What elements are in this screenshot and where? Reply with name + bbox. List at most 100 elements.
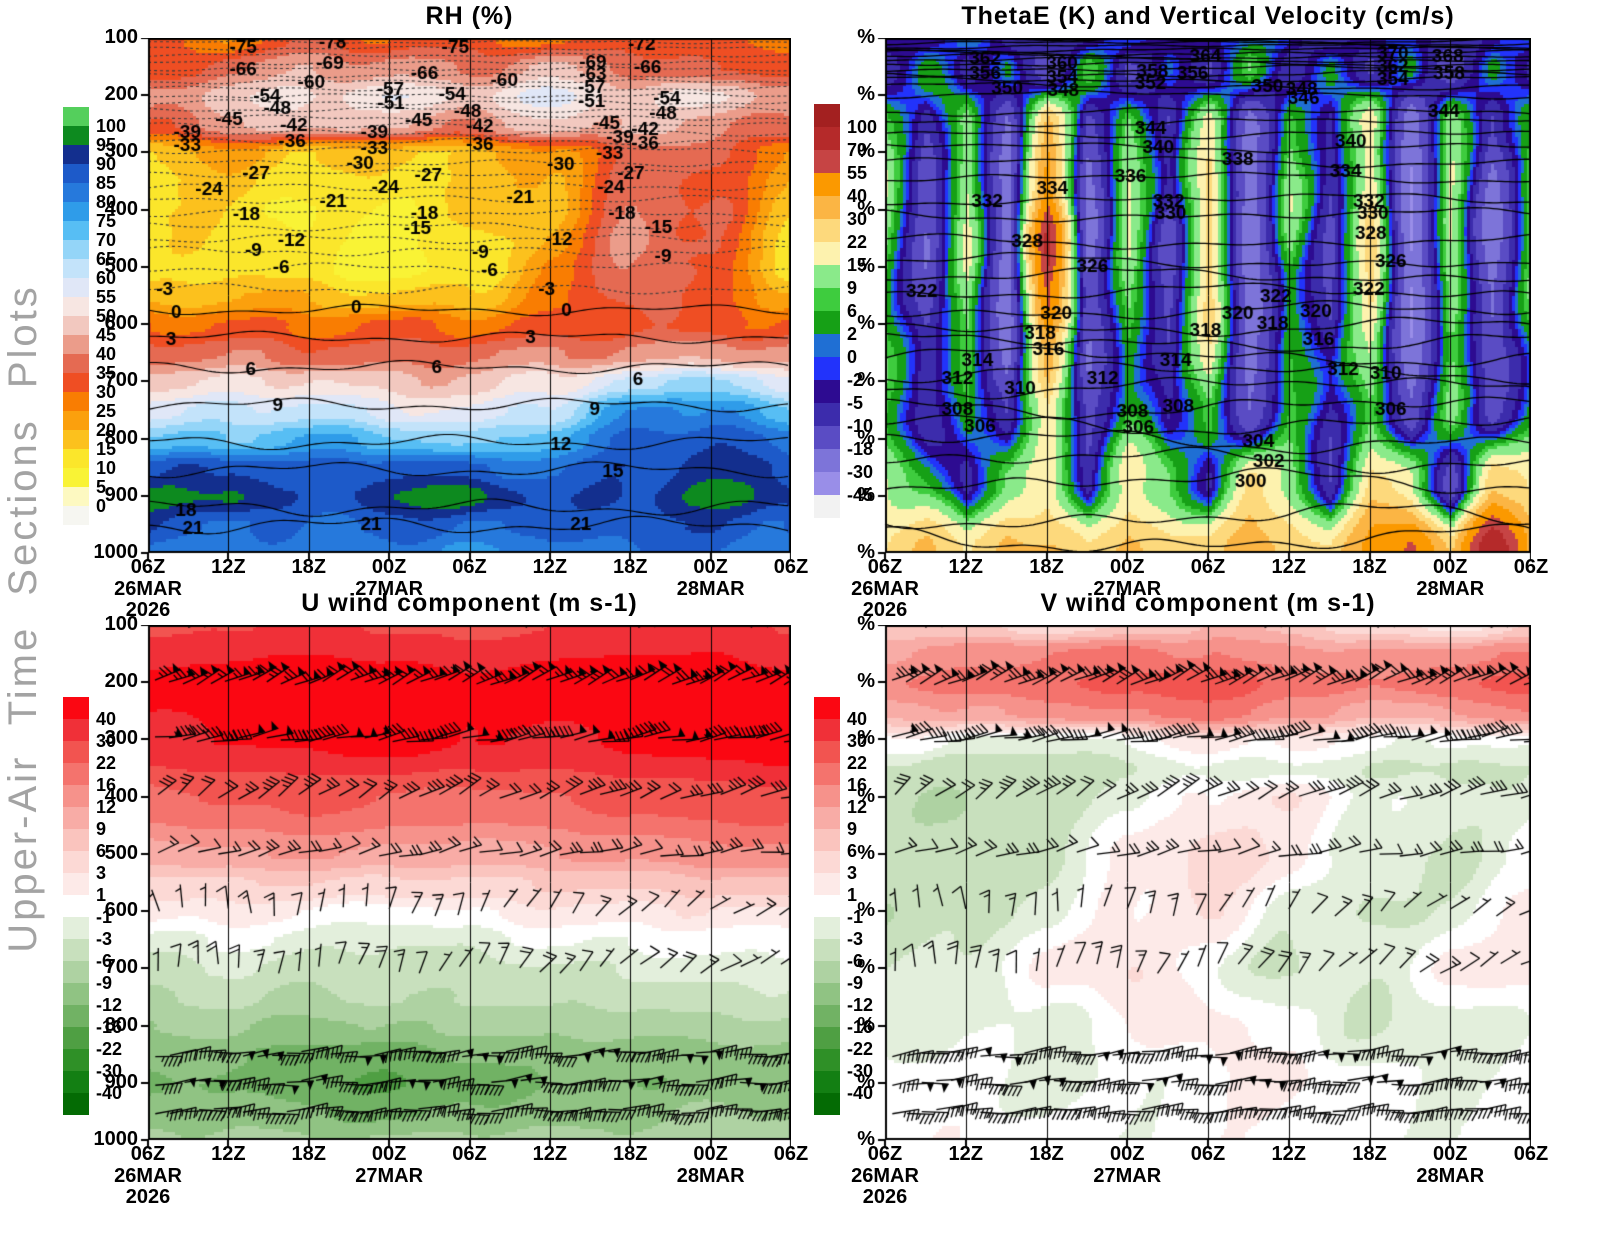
colorbar-segment <box>814 426 840 449</box>
colorbar-label: 22 <box>96 753 117 773</box>
x-tick-label: 06Z <box>1513 556 1549 578</box>
y-tick-label: 1000 <box>93 1128 139 1150</box>
colorbar-segment <box>814 1027 840 1049</box>
colorbar-segment <box>63 335 89 354</box>
colorbar-segment <box>63 1005 89 1027</box>
x-tick-label: 06Z <box>1190 556 1226 578</box>
plot-canvas-thetae <box>877 38 1531 561</box>
x-axis-rh: 06Z 12Z 18Z 00Z 06Z 12Z 18Z 00Z 06Z 26MAR 2026 27MA… <box>114 556 808 626</box>
x-tick-label: 00Z <box>1110 1143 1145 1165</box>
colorbar-label: -12 <box>847 995 874 1015</box>
x-date-label: 26MAR <box>851 1165 919 1187</box>
y-tick-label: % <box>857 83 875 106</box>
plot-canvas-u-wind <box>140 625 791 1148</box>
x-tick-label: 00Z <box>1110 556 1145 578</box>
colorbar-label: 40 <box>847 709 868 729</box>
colorbar-label: 2 <box>847 324 858 344</box>
y-tick-label: % <box>857 483 875 506</box>
colorbar-segment <box>63 145 89 164</box>
colorbar-label: 30 <box>847 731 868 751</box>
colorbar-segment <box>814 472 840 495</box>
colorbar-segment <box>814 939 840 961</box>
colorbar-segment <box>63 373 89 392</box>
colorbar-label: -18 <box>847 439 874 459</box>
y-tick-label: % <box>857 899 875 922</box>
colorbar-segment <box>63 763 89 785</box>
y-tick-label: 200 <box>104 670 138 693</box>
x-tick-label: 06Z <box>867 1143 903 1165</box>
colorbar-label: 6 <box>847 301 858 321</box>
plot-canvas-rh <box>140 38 791 561</box>
colorbar-label: -12 <box>96 995 123 1015</box>
colorbar-segment <box>63 785 89 807</box>
colorbar-segment <box>63 873 89 895</box>
colorbar-segment <box>63 939 89 961</box>
colorbar-segment <box>63 1071 89 1093</box>
colorbar-label: 100 <box>96 116 127 136</box>
colorbar-label: 1 <box>847 885 858 905</box>
colorbar-segment <box>63 221 89 240</box>
x-tick-label: 06Z <box>1190 1143 1226 1165</box>
colorbar-segment <box>63 506 89 525</box>
colorbar-label: -6 <box>847 951 864 971</box>
colorbar-label: 40 <box>847 186 868 206</box>
y-tick-label: 100 <box>104 26 138 48</box>
y-tick-label: % <box>857 312 875 335</box>
colorbar-label: 3 <box>847 863 858 883</box>
colorbar-segment <box>63 126 89 145</box>
colorbar-label: 6 <box>847 841 858 861</box>
colorbar-label: 85 <box>96 173 117 193</box>
x-tick-label: 18Z <box>1352 1143 1387 1165</box>
colorbar-segment <box>814 785 840 807</box>
x-axis-u-wind: 06Z 12Z 18Z 00Z 06Z 12Z 18Z 00Z 06Z 26MAR 2026 27MA… <box>114 1143 808 1213</box>
colorbar-label: 12 <box>847 797 868 817</box>
colorbar-segment <box>814 495 840 518</box>
x-tick-label: 06Z <box>1513 1143 1549 1165</box>
x-tick-label: 00Z <box>1433 556 1468 578</box>
colorbar-label: 6 <box>96 841 107 861</box>
x-date-label: 2026 <box>125 1186 171 1208</box>
colorbar-label: 40 <box>96 344 117 364</box>
colorbar-segment <box>63 278 89 297</box>
y-tick-label: % <box>857 541 875 563</box>
x-tick-label: 18Z <box>291 556 326 578</box>
x-tick-label: 06Z <box>773 556 809 578</box>
x-tick-label: 12Z <box>211 556 246 578</box>
y-tick-label: 800 <box>104 426 138 449</box>
colorbar-label: -10 <box>847 416 874 436</box>
y-tick-label: 400 <box>104 784 138 807</box>
colorbar-label: 0 <box>96 496 107 516</box>
colorbar-segment <box>63 807 89 829</box>
y-tick-label: % <box>857 1128 875 1150</box>
x-date-label: 27MAR <box>355 1165 424 1187</box>
colorbar-segment <box>63 1093 89 1115</box>
y-tick-label: 600 <box>104 312 138 335</box>
colorbar-label: -16 <box>96 1017 123 1037</box>
colorbar-segment <box>814 873 840 895</box>
colorbar-segment <box>814 829 840 851</box>
colorbar-label: -45 <box>847 485 874 505</box>
colorbar-segment <box>63 202 89 221</box>
y-tick-label: 900 <box>104 483 138 506</box>
y-tick-label: % <box>857 956 875 979</box>
x-tick-label: 06Z <box>452 556 487 578</box>
colorbar-label: 45 <box>96 325 117 345</box>
x-date-label: 2026 <box>862 1186 908 1208</box>
colorbar-label: 16 <box>96 775 117 795</box>
y-tick-label: 500 <box>104 254 138 277</box>
x-tick-label: 12Z <box>532 556 568 578</box>
y-tick-label: 700 <box>104 369 138 392</box>
y-tick-label: 100 <box>104 613 138 635</box>
colorbar-label: 5 <box>96 477 107 497</box>
y-tick-label: % <box>857 1070 875 1093</box>
colorbar-segment <box>63 741 89 763</box>
colorbar-segment <box>63 392 89 411</box>
y-axis-rh: 100 200 300 400 500 600 700 800 900 1000 <box>58 26 139 563</box>
colorbar-segment <box>814 697 840 719</box>
y-tick-label: 1000 <box>93 541 139 563</box>
x-tick-label: 18Z <box>1029 556 1064 578</box>
x-tick-label: 06Z <box>130 1143 166 1165</box>
sidebar-title-wrap: Upper-Air Time Sections Plots <box>0 0 46 1236</box>
colorbar-label: 70 <box>847 140 868 160</box>
